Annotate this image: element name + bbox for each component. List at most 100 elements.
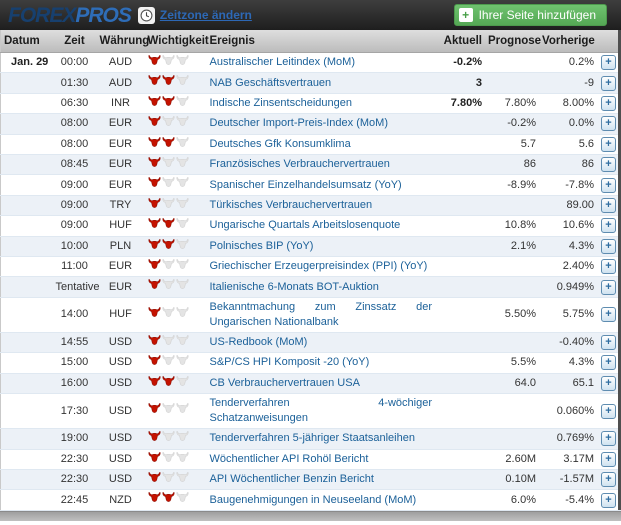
event-importance: [144, 113, 207, 135]
column-header-ereignis[interactable]: Ereignis: [206, 30, 435, 53]
event-link[interactable]: S&P/CS HPI Komposit -20 (YoY): [206, 352, 435, 374]
event-currency: NZD: [96, 489, 145, 511]
column-header-waehrung[interactable]: Währung: [96, 30, 149, 53]
forexpros-logo[interactable]: FOREXPROS: [8, 3, 132, 27]
expand-plus-icon[interactable]: +: [601, 136, 616, 152]
event-link[interactable]: NAB Geschäftsvertrauen: [206, 72, 435, 94]
bull-icon: [162, 306, 175, 322]
event-link[interactable]: Tenderverfahren 4-wöchiger Schatzanweisu…: [206, 393, 435, 430]
event-link[interactable]: Wöchentlicher API Rohöl Bericht: [206, 449, 435, 470]
event-link[interactable]: Türkisches Verbrauchervertrauen: [206, 195, 435, 217]
event-link[interactable]: CB Verbrauchervertrauen USA: [206, 373, 435, 395]
event-link[interactable]: Deutscher Import-Preis-Index (MoM): [206, 113, 435, 135]
bull-icon: [148, 258, 161, 274]
event-link[interactable]: Polnisches BIP (YoY): [206, 236, 435, 258]
expand-plus-icon[interactable]: +: [601, 403, 616, 419]
add-to-site-button[interactable]: + Ihrer Seite hinzufügen: [453, 4, 607, 26]
event-link[interactable]: Spanischer Einzelhandelsumsatz (YoY): [206, 174, 435, 196]
bull-icon: [176, 430, 189, 446]
event-importance: [144, 174, 207, 196]
event-row: Tentative EUR Italienische 6-Monats BOT-…: [0, 276, 621, 298]
top-bar: FOREXPROS Zeitzone ändern + Ihrer Seite …: [0, 0, 621, 30]
expand-plus-icon[interactable]: +: [601, 307, 616, 323]
expand-plus-icon[interactable]: +: [601, 218, 616, 234]
event-link[interactable]: Französisches Verbrauchervertrauen: [206, 154, 435, 176]
event-actual-value: [435, 428, 485, 450]
event-date: [0, 428, 53, 450]
column-header-datum[interactable]: Datum: [0, 30, 53, 53]
expand-plus-icon[interactable]: +: [601, 177, 616, 193]
expand-plus-icon[interactable]: +: [601, 492, 616, 508]
column-header-wichtigkeit[interactable]: Wichtigkeit: [144, 30, 209, 53]
bull-icon: [176, 237, 189, 254]
bull-icon: [162, 197, 175, 213]
event-actual-value: 7.80%: [435, 93, 485, 115]
expand-plus-icon[interactable]: +: [601, 355, 616, 371]
expand-plus-icon[interactable]: +: [601, 238, 616, 254]
bull-icon: [148, 334, 161, 350]
event-actions-cell: +: [597, 195, 621, 217]
event-row: 22:30 USD API Wöchentlicher Benzin Beric…: [0, 469, 621, 491]
event-time: 16:00: [52, 373, 97, 395]
event-previous-value: 0.060%: [539, 393, 597, 430]
expand-plus-icon[interactable]: +: [601, 116, 616, 132]
expand-plus-icon[interactable]: +: [601, 96, 616, 112]
event-date: [0, 373, 53, 395]
expand-plus-icon[interactable]: +: [601, 431, 616, 447]
event-forecast-value: [485, 276, 539, 298]
event-link[interactable]: Italienische 6-Monats BOT-Auktion: [206, 276, 435, 298]
event-link[interactable]: Bekanntmachung zum Zinssatz der Ungarisc…: [206, 297, 435, 333]
event-link[interactable]: Griechischer Erzeugerpreisindex (PPI) (Y…: [206, 256, 435, 278]
event-importance: [144, 72, 207, 94]
expand-plus-icon[interactable]: +: [601, 279, 616, 295]
event-forecast-value: [485, 52, 539, 74]
event-row: 22:30 USD Wöchentlicher API Rohöl Berich…: [0, 449, 621, 470]
widget-right-edge: [618, 30, 621, 510]
event-row: 08:00 EUR Deutscher Import-Preis-Index (…: [0, 113, 621, 135]
bull-icon: [148, 278, 161, 294]
event-link[interactable]: US-Redbook (MoM): [206, 332, 435, 354]
bull-icon: [162, 430, 175, 446]
bull-icon: [176, 197, 189, 213]
expand-plus-icon[interactable]: +: [601, 157, 616, 173]
bull-icon: [148, 402, 161, 418]
expand-plus-icon[interactable]: +: [601, 259, 616, 275]
bull-icon: [162, 258, 175, 274]
expand-plus-icon[interactable]: +: [601, 198, 616, 214]
clock-icon[interactable]: [137, 6, 155, 24]
event-previous-value: 3.17M: [539, 449, 597, 470]
event-actual-value: [435, 469, 485, 491]
column-header-vorherige[interactable]: Vorherige: [539, 30, 597, 53]
event-actions-cell: +: [597, 154, 621, 176]
event-link[interactable]: Baugenehmigungen in Neuseeland (MoM): [206, 489, 435, 511]
event-link[interactable]: Indische Zinsentscheidungen: [206, 93, 435, 115]
event-forecast-value: [485, 393, 539, 430]
event-link[interactable]: API Wöchentlicher Benzin Bericht: [206, 469, 435, 491]
column-header-zeit[interactable]: Zeit: [52, 30, 97, 53]
expand-plus-icon[interactable]: +: [601, 472, 616, 488]
event-currency: USD: [96, 352, 145, 374]
event-time: 11:00: [52, 256, 97, 278]
event-currency: EUR: [96, 154, 145, 176]
bull-icon: [162, 115, 175, 131]
logo-pros-text: PROS: [75, 3, 132, 27]
bull-icon: [148, 374, 161, 391]
event-link[interactable]: Deutsches Gfk Konsumklima: [206, 134, 435, 156]
timezone-change-link[interactable]: Zeitzone ändern: [159, 8, 252, 22]
event-currency: EUR: [96, 276, 145, 298]
expand-plus-icon[interactable]: +: [601, 451, 616, 467]
event-actions-cell: +: [597, 332, 621, 354]
event-link[interactable]: Australischer Leitindex (MoM): [206, 52, 435, 74]
expand-plus-icon[interactable]: +: [601, 375, 616, 391]
expand-plus-icon[interactable]: +: [601, 75, 616, 91]
expand-plus-icon[interactable]: +: [601, 335, 616, 351]
event-actual-value: [435, 297, 485, 333]
column-header-prognose[interactable]: Prognose: [485, 30, 541, 53]
bull-icon: [162, 156, 175, 172]
column-header-aktuell[interactable]: Aktuell: [435, 30, 485, 53]
event-forecast-value: 0.10M: [485, 469, 539, 491]
expand-plus-icon[interactable]: +: [601, 55, 616, 71]
event-link[interactable]: Tenderverfahren 5-jähriger Staatsanleihe…: [206, 428, 435, 450]
event-link[interactable]: Ungarische Quartals Arbeitslosenquote: [206, 215, 435, 237]
event-time: Tentative: [52, 276, 100, 298]
